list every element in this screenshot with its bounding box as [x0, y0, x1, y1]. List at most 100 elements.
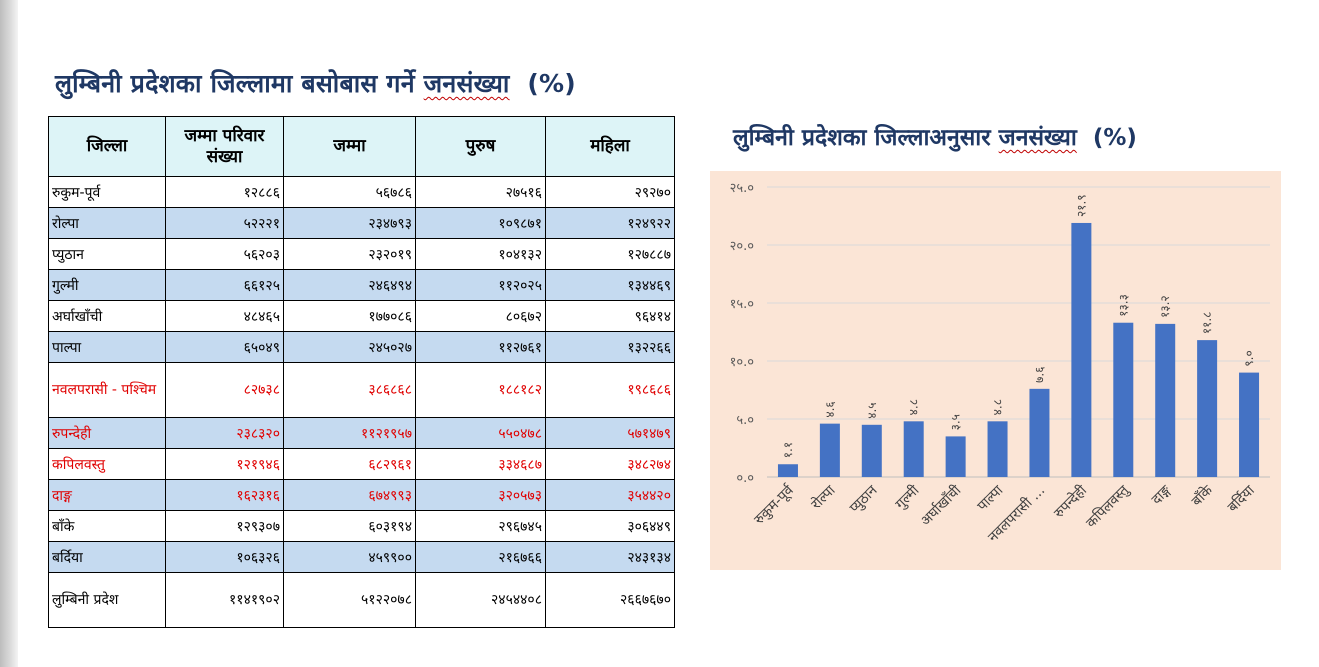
cell-total: ६८२९६१: [283, 448, 416, 480]
table-row: रुपन्देही २३८३२० ११२१९५७ ५५०४७८ ५७१४७९: [48, 417, 675, 449]
cell-district: कपिलवस्तु: [48, 448, 166, 480]
data-label: १३.२: [1158, 295, 1172, 318]
cell-male: १०४१३२: [415, 238, 546, 270]
cell-households: १२९३०७: [165, 510, 284, 542]
header-district: जिल्ला: [48, 116, 166, 177]
data-label: ७.६: [1032, 367, 1046, 383]
cell-female: १३२२६६: [545, 331, 675, 363]
cell-households: १६२३१६: [165, 479, 284, 511]
cell-female: १२७८८७: [545, 238, 675, 270]
cell-total: ५१२२०७८: [283, 572, 416, 628]
cell-households: १२८८६: [165, 176, 284, 208]
y-tick-label: ०.०: [736, 471, 754, 486]
bar: [819, 423, 840, 477]
cell-female: २६६७६७०: [545, 572, 675, 628]
table-row: गुल्मी ६६१२५ २४६४९४ ११२०२५ १३४४६९: [48, 269, 675, 301]
cell-female: १२४९२२: [545, 207, 675, 239]
cell-total: २३२०१९: [283, 238, 416, 270]
data-label: ४.६: [823, 401, 837, 417]
data-label: ३.५: [949, 414, 963, 430]
cell-male: २९६७४५: [415, 510, 546, 542]
table-row: दाङ्ग १६२३१६ ६७४९९३ ३२०५७३ ३५४४२०: [48, 479, 675, 511]
data-label: ४.८: [907, 399, 921, 415]
slide-left-edge: [0, 0, 18, 667]
x-tick-label: गुल्मी: [892, 482, 923, 513]
cell-district: गुल्मी: [48, 269, 166, 301]
x-tick-label: कपिलवस्तु: [1083, 481, 1133, 531]
cell-households: १२१९४६: [165, 448, 284, 480]
bar: [1029, 388, 1050, 477]
data-label: १३.३: [1116, 294, 1130, 317]
cell-district: लुम्बिनी प्रदेश: [48, 572, 166, 628]
table-row: प्युठान ५६२०३ २३२०१९ १०४१३२ १२७८८७: [48, 238, 675, 270]
cell-district: प्युठान: [48, 238, 166, 270]
cell-households: ८२७३८: [165, 362, 284, 418]
cell-male: ३३४६८७: [415, 448, 546, 480]
data-label: ४.५: [865, 403, 879, 419]
bar: [1197, 340, 1218, 477]
y-tick-label: २०.०: [730, 239, 754, 254]
data-label: ४.८: [991, 399, 1005, 415]
cell-female: ३५४४२०: [545, 479, 675, 511]
table-header-row: जिल्ला जम्मा परिवार संख्या जम्मा पुरुष म…: [48, 116, 675, 177]
chart-title-main: लुम्बिनी प्रदेशका जिल्लाअनुसार: [733, 125, 991, 151]
chart-title-unit: (%): [1092, 125, 1137, 151]
cell-female: २९२७०: [545, 176, 675, 208]
cell-households: ६५०४९: [165, 331, 284, 363]
cell-district: बर्दिया: [48, 541, 166, 573]
cell-male: २१६७६६: [415, 541, 546, 573]
table-row: कपिलवस्तु १२१९४६ ६८२९६१ ३३४६८७ ३४८२७४: [48, 448, 675, 480]
bar: [945, 436, 966, 477]
table-row: अर्घाखाँची ४८४६५ १७७०८६ ८०६७२ ९६४१४: [48, 300, 675, 332]
cell-total: २४६४९४: [283, 269, 416, 301]
y-tick-label: १५.०: [730, 297, 754, 312]
cell-total: २३४७९३: [283, 207, 416, 239]
bar: [861, 424, 882, 477]
bar: [1155, 323, 1176, 477]
table-row: लुम्बिनी प्रदेश ११४१९०२ ५१२२०७८ २४५४४०८ २६६७…: [48, 572, 675, 628]
x-tick-label: पाल्पा: [974, 482, 1006, 514]
cell-households: २३८३२०: [165, 417, 284, 449]
x-tick-label: दाङ्ग: [1149, 482, 1175, 508]
y-tick-label: १०.०: [730, 355, 754, 370]
cell-district: रुकुम-पूर्व: [48, 176, 166, 208]
cell-male: २७५१६: [415, 176, 546, 208]
cell-male: ११२०२५: [415, 269, 546, 301]
data-label: २१.९: [1074, 194, 1088, 217]
header-households: जम्मा परिवार संख्या: [165, 116, 284, 177]
cell-female: १३४४६९: [545, 269, 675, 301]
cell-male: ३२०५७३: [415, 479, 546, 511]
cell-male: १८८१८२: [415, 362, 546, 418]
cell-households: ४८४६५: [165, 300, 284, 332]
cell-total: १७७०८६: [283, 300, 416, 332]
cell-district: पाल्पा: [48, 331, 166, 363]
cell-total: ३८६८६८: [283, 362, 416, 418]
cell-district: रोल्पा: [48, 207, 166, 239]
x-tick-label: प्युठान: [847, 482, 881, 516]
bar: [1239, 372, 1260, 477]
data-label: १.१: [781, 442, 795, 458]
x-tick-label: अर्घाखाँची: [917, 482, 965, 530]
population-table: जिल्ला जम्मा परिवार संख्या जम्मा पुरुष म…: [48, 116, 675, 628]
cell-total: ५६७८६: [283, 176, 416, 208]
cell-male: ५५०४७८: [415, 417, 546, 449]
x-tick-label: रुकुम-पूर्व: [751, 481, 798, 528]
data-label: ११.८: [1200, 312, 1214, 335]
bar: [777, 464, 798, 477]
header-female: महिला: [545, 116, 675, 177]
cell-female: ३४८२७४: [545, 448, 675, 480]
x-tick-label: बाँके: [1188, 482, 1216, 510]
chart-title-word: जनसंख्या: [998, 125, 1077, 151]
cell-male: ११२७६१: [415, 331, 546, 363]
table-row: नवलपरासी - पश्चिम ८२७३८ ३८६८६८ १८८१८२ १९८६८६: [48, 362, 675, 418]
chart-panel: ०.० ५.० १०.० १५.० २०.० २५.० १.१ रुकुम-पूर्व ४.६ र…: [710, 171, 1281, 570]
cell-female: १९८६८६: [545, 362, 675, 418]
slide-title: लुम्बिनी प्रदेशका जिल्लामा बसोबास गर्ने …: [55, 66, 576, 100]
cell-total: २४५०२७: [283, 331, 416, 363]
cell-households: ५२२२१: [165, 207, 284, 239]
cell-total: ६०३१९४: [283, 510, 416, 542]
cell-total: ४५९९००: [283, 541, 416, 573]
cell-district: रुपन्देही: [48, 417, 166, 449]
cell-female: ९६४१४: [545, 300, 675, 332]
table-body: रुकुम-पूर्व १२८८६ ५६७८६ २७५१६ २९२७० रोल्पा ५२२…: [48, 176, 675, 628]
